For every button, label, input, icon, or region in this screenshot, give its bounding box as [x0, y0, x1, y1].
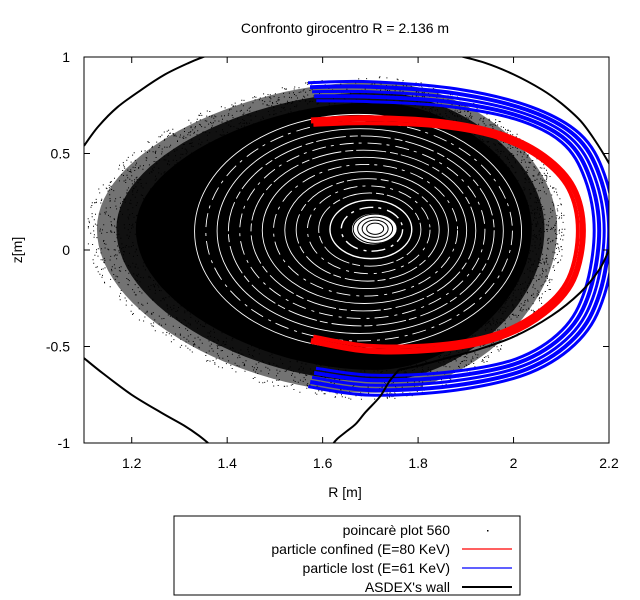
wall-segment [332, 369, 400, 443]
x-tick-label: 2.2 [599, 455, 619, 471]
y-tick-label: 1 [62, 49, 70, 65]
series-particle-confined [310, 115, 586, 355]
legend-swatch [487, 530, 489, 532]
legend-box [173, 515, 521, 596]
x-tick-label: 1.6 [313, 455, 333, 471]
y-tick-label: 0.5 [51, 146, 71, 162]
legend-label: ASDEX's wall [365, 579, 450, 595]
wall-segment [459, 57, 609, 166]
chart-title: Confronto girocentro R = 2.136 m [241, 20, 449, 36]
x-tick-label: 1.2 [122, 455, 142, 471]
legend-label: particle confined (E=80 KeV) [271, 541, 450, 557]
legend-label: poincarè plot 560 [343, 522, 451, 538]
x-tick-label: 1.4 [217, 455, 237, 471]
wall-segment [84, 357, 209, 443]
plot-area [84, 57, 609, 443]
y-axis-label: z[m] [9, 237, 25, 263]
axis-ticks: 1.2 1.4 1.6 1.8 2 2.2 1 0.5 0 -0.5 -1 [46, 49, 619, 471]
x-tick-label: 2 [510, 455, 518, 471]
legend-label: particle lost (E=61 KeV) [303, 560, 450, 576]
x-axis-label: R [m] [328, 484, 361, 500]
y-tick-label: 0 [62, 242, 70, 258]
x-tick-label: 1.8 [408, 455, 428, 471]
legend: poincarè plot 560 particle confined (E=80… [173, 515, 521, 596]
series-particle-lost [307, 79, 609, 397]
wall-segment [398, 249, 609, 371]
y-tick-label: -1 [58, 435, 71, 451]
y-tick-label: -0.5 [46, 339, 70, 355]
